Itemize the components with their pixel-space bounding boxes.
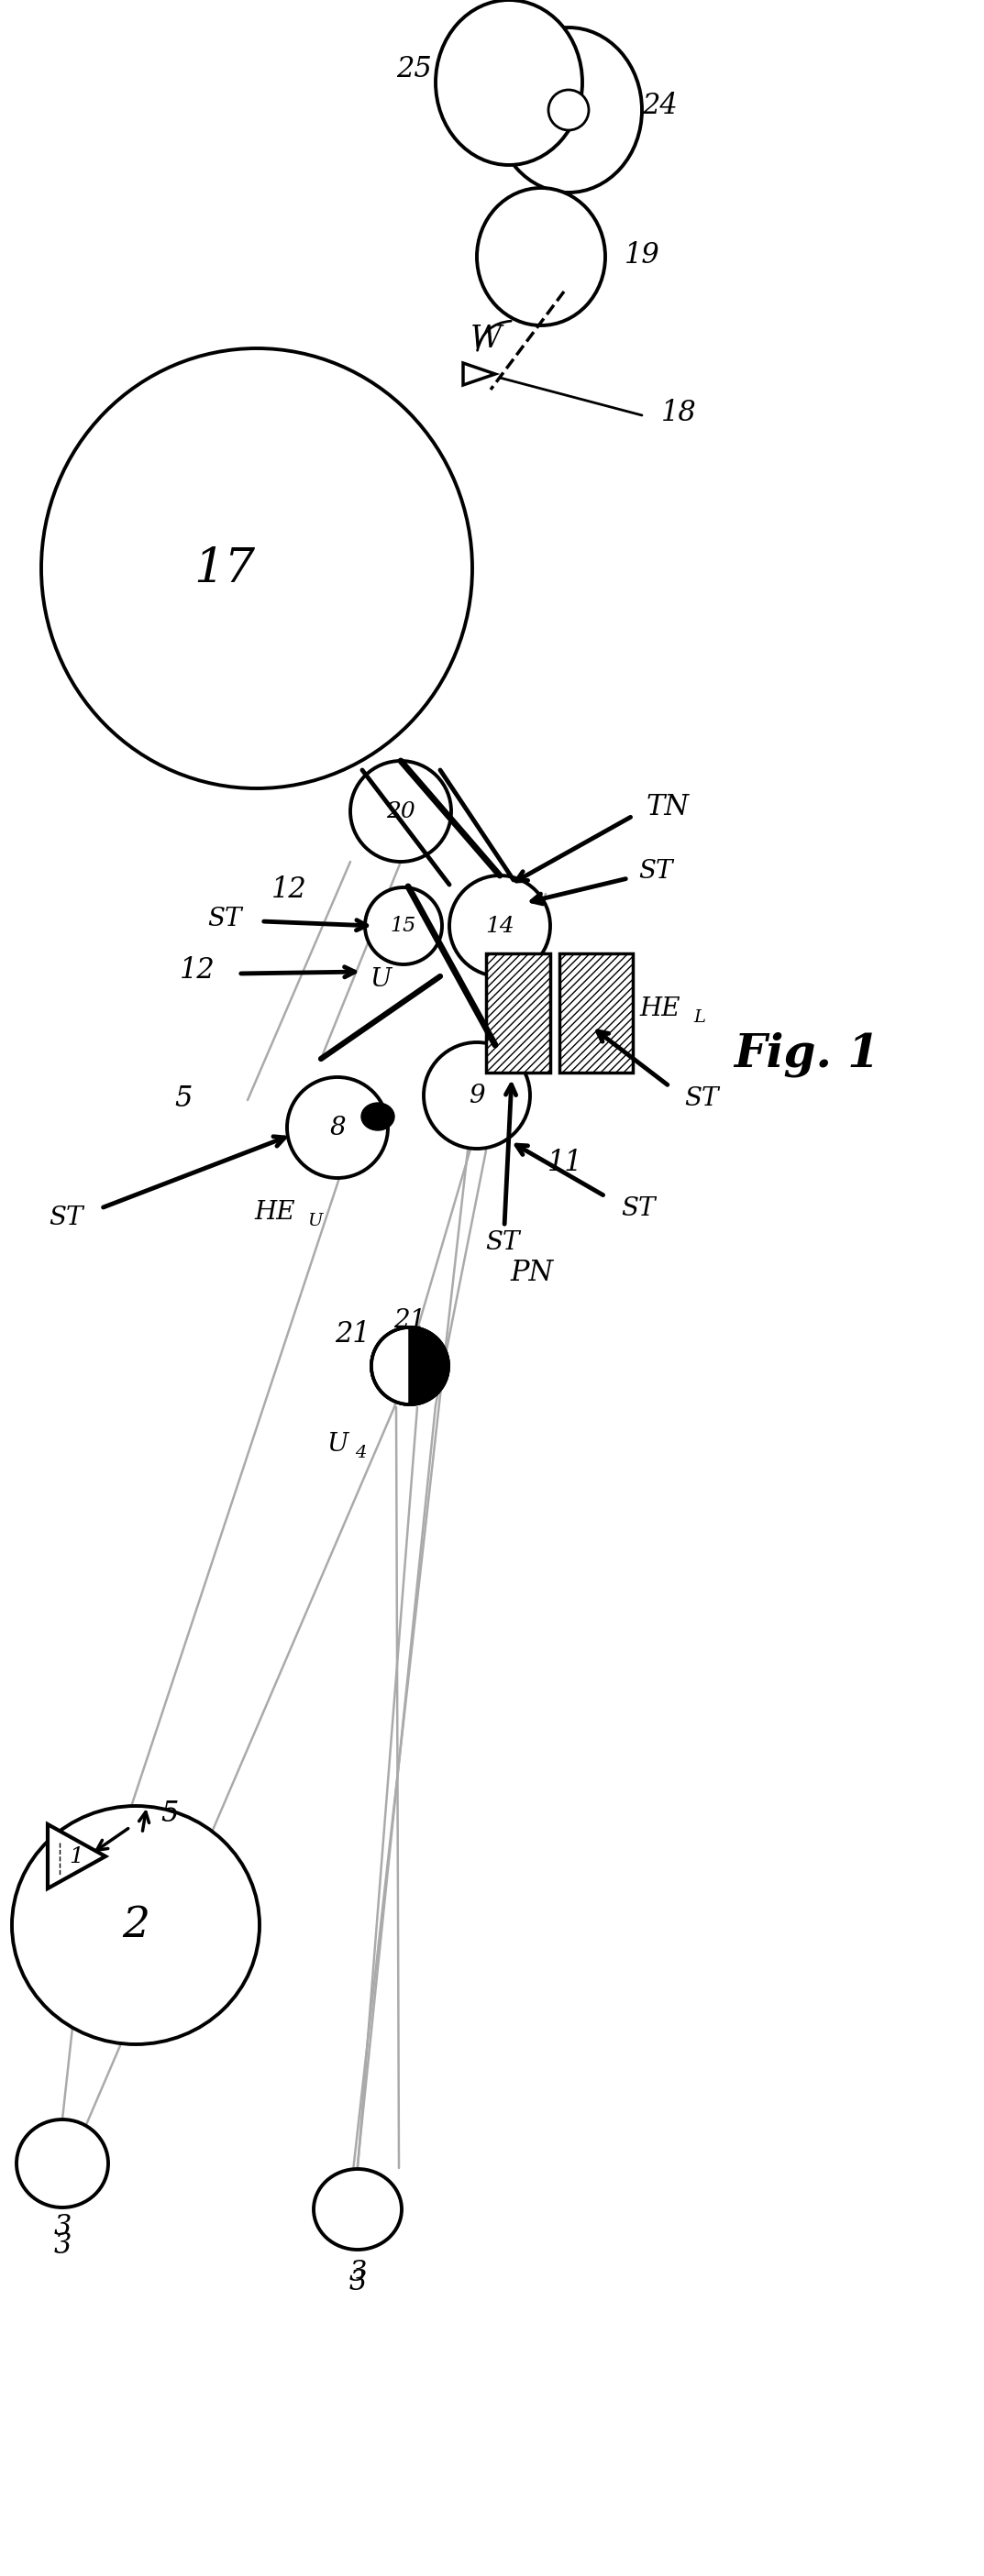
Text: 20: 20 <box>386 801 415 822</box>
Text: 1: 1 <box>69 1847 84 1868</box>
Ellipse shape <box>436 0 583 165</box>
Ellipse shape <box>450 876 550 976</box>
Wedge shape <box>371 1327 410 1404</box>
Bar <box>486 953 550 1072</box>
Text: 11: 11 <box>547 1149 583 1177</box>
Ellipse shape <box>287 1077 388 1177</box>
Ellipse shape <box>548 90 588 131</box>
Text: HE: HE <box>255 1200 295 1224</box>
Text: 25: 25 <box>397 54 432 82</box>
Text: 24: 24 <box>643 90 678 118</box>
Ellipse shape <box>495 28 642 193</box>
Text: U: U <box>327 1432 348 1455</box>
Text: ST: ST <box>208 907 242 930</box>
Text: 8: 8 <box>330 1115 345 1141</box>
Text: ST: ST <box>49 1206 84 1229</box>
Text: 3: 3 <box>53 2213 71 2241</box>
Text: 3: 3 <box>348 2269 366 2298</box>
Text: 21: 21 <box>394 1309 426 1332</box>
Text: W: W <box>470 325 502 353</box>
Bar <box>559 953 633 1072</box>
Text: ST: ST <box>621 1195 655 1221</box>
Ellipse shape <box>365 886 442 963</box>
Ellipse shape <box>361 1103 395 1131</box>
Text: L: L <box>694 1010 706 1025</box>
Text: 9: 9 <box>468 1082 485 1108</box>
Polygon shape <box>463 363 495 384</box>
Text: 12: 12 <box>272 876 307 904</box>
Text: U: U <box>307 1213 322 1229</box>
Text: 17: 17 <box>194 546 256 592</box>
Text: ST: ST <box>485 1229 520 1255</box>
Text: 3: 3 <box>348 2259 366 2287</box>
Text: ST: ST <box>639 858 673 884</box>
Text: 4: 4 <box>354 1445 366 1461</box>
Ellipse shape <box>17 2120 108 2208</box>
Ellipse shape <box>314 2169 401 2249</box>
Ellipse shape <box>371 1327 449 1404</box>
Text: PN: PN <box>511 1257 554 1285</box>
Text: 2: 2 <box>122 1904 150 1945</box>
Text: 12: 12 <box>179 956 215 984</box>
Ellipse shape <box>477 188 605 325</box>
Text: U: U <box>370 966 392 992</box>
Text: 5: 5 <box>174 1084 192 1113</box>
Text: 3: 3 <box>53 2231 71 2259</box>
Text: Fig. 1: Fig. 1 <box>734 1030 880 1077</box>
Text: 14: 14 <box>485 914 515 938</box>
Ellipse shape <box>41 348 472 788</box>
Text: 5: 5 <box>160 1798 178 1826</box>
Text: 21: 21 <box>336 1319 371 1347</box>
Text: ST: ST <box>684 1087 718 1110</box>
Text: 19: 19 <box>624 240 659 268</box>
Text: TN: TN <box>646 793 689 822</box>
Ellipse shape <box>424 1043 530 1149</box>
Text: 15: 15 <box>391 917 416 935</box>
Ellipse shape <box>12 1806 260 2045</box>
Polygon shape <box>47 1824 105 1888</box>
Text: 18: 18 <box>661 399 697 428</box>
Ellipse shape <box>350 760 452 863</box>
Ellipse shape <box>371 1327 449 1404</box>
Text: HE: HE <box>640 997 681 1020</box>
